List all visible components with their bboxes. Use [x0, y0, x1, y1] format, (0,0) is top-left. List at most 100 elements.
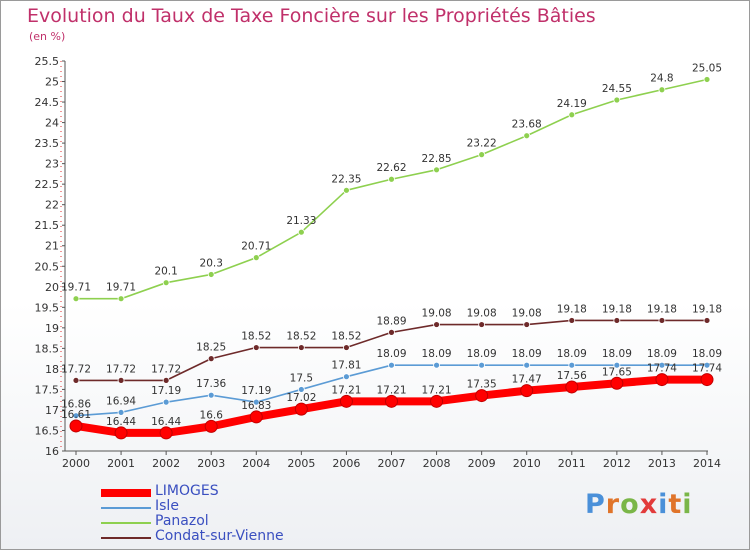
data-label: 19.18: [647, 303, 677, 315]
data-label: 18.09: [692, 348, 722, 360]
y-tick-label: 25: [45, 76, 59, 89]
data-point: [433, 321, 440, 328]
data-label: 20.3: [200, 257, 223, 269]
data-label: 18.52: [241, 331, 271, 343]
x-tick-label: 2001: [107, 457, 135, 470]
y-tick-label: 22.5: [35, 178, 60, 191]
data-label: 17.5: [290, 372, 313, 384]
data-label: 22.85: [422, 153, 452, 165]
x-tick-label: 2009: [468, 457, 496, 470]
legend-swatch-condat: [101, 537, 151, 539]
x-tick-label: 2012: [603, 457, 631, 470]
y-tick-label: 17.5: [35, 383, 60, 396]
data-label: 24.55: [602, 83, 632, 95]
data-label: 20.71: [241, 241, 271, 253]
data-label: 17.21: [422, 384, 452, 396]
data-point: [72, 412, 80, 420]
data-label: 17.19: [151, 385, 181, 397]
legend-swatch-isle: [101, 507, 151, 509]
x-tick-label: 2002: [152, 457, 180, 470]
data-point: [658, 317, 666, 324]
data-point: [430, 394, 444, 408]
data-label: 17.47: [512, 374, 542, 386]
data-point: [478, 361, 486, 369]
data-label: 17.65: [602, 366, 632, 378]
data-point: [523, 321, 531, 328]
logo-letter: i: [682, 489, 693, 520]
data-label: 17.19: [241, 385, 271, 397]
data-label: 17.36: [196, 378, 226, 390]
logo-letter: P: [585, 489, 606, 520]
data-label: 17.21: [331, 384, 361, 396]
data-point: [343, 186, 350, 194]
data-point: [613, 361, 621, 369]
data-point: [700, 373, 714, 387]
data-label: 18.09: [376, 348, 406, 360]
data-label: 24.8: [650, 73, 673, 85]
data-label: 19.71: [61, 282, 91, 294]
x-tick-label: 2008: [423, 457, 451, 470]
data-point: [249, 410, 263, 424]
data-point: [658, 361, 666, 369]
data-point: [385, 394, 398, 408]
data-point: [117, 376, 125, 384]
data-point: [523, 361, 531, 369]
data-label: 17.81: [331, 360, 361, 372]
data-label: 16.83: [241, 400, 271, 412]
data-point: [343, 373, 350, 381]
legend-label-panazol: Panazol: [155, 513, 209, 529]
data-label: 18.52: [286, 331, 316, 343]
data-label: 17.74: [647, 363, 677, 375]
data-point: [568, 361, 576, 369]
data-point: [658, 86, 666, 94]
data-label: 19.18: [602, 303, 632, 315]
y-tick-label: 20: [45, 281, 59, 294]
data-point: [703, 76, 711, 83]
data-label: 16.94: [106, 395, 136, 407]
data-point: [69, 419, 83, 433]
data-label: 17.72: [151, 363, 181, 375]
data-point: [568, 111, 576, 119]
data-label: 24.19: [557, 98, 587, 110]
legend-swatch-limoges: [101, 489, 151, 497]
data-label: 16.86: [61, 399, 91, 411]
proxiti-logo: Proxiti: [585, 489, 693, 520]
data-point: [703, 317, 711, 324]
y-tick-label: 23.5: [35, 137, 60, 150]
legend-swatch-panazol: [101, 522, 151, 524]
data-label: 18.25: [196, 342, 226, 354]
y-tick-label: 19: [45, 322, 59, 335]
legend-label-condat: Condat-sur-Vienne: [155, 528, 284, 544]
data-point: [117, 409, 125, 416]
x-tick-label: 2005: [287, 457, 315, 470]
logo-letter: t: [668, 489, 683, 520]
data-point: [339, 394, 353, 408]
data-label: 19.08: [422, 308, 452, 320]
data-point: [523, 132, 531, 140]
data-point: [294, 402, 308, 416]
data-label: 17.02: [286, 392, 316, 404]
y-tick-label: 24: [45, 117, 59, 130]
data-label: 18.09: [467, 348, 497, 360]
x-tick-label: 2006: [332, 457, 360, 470]
data-label: 25.05: [692, 62, 722, 74]
data-label: 17.21: [376, 384, 406, 396]
data-label: 22.35: [331, 173, 361, 185]
data-label: 19.18: [557, 303, 587, 315]
legend-label-isle: Isle: [155, 498, 179, 514]
data-point: [433, 166, 440, 174]
data-point: [162, 398, 170, 406]
data-point: [613, 317, 621, 324]
data-point: [72, 295, 80, 303]
x-tick-label: 2013: [648, 457, 676, 470]
y-tick-label: 21.5: [35, 219, 60, 232]
data-point: [162, 376, 170, 384]
y-tick-label: 24.5: [35, 96, 60, 109]
data-point: [613, 96, 621, 104]
y-tick-label: 17: [45, 404, 59, 417]
x-tick-label: 2007: [378, 457, 406, 470]
data-label: 21.33: [286, 215, 316, 227]
y-tick-label: 19.5: [35, 301, 60, 314]
data-label: 17.35: [467, 379, 497, 391]
